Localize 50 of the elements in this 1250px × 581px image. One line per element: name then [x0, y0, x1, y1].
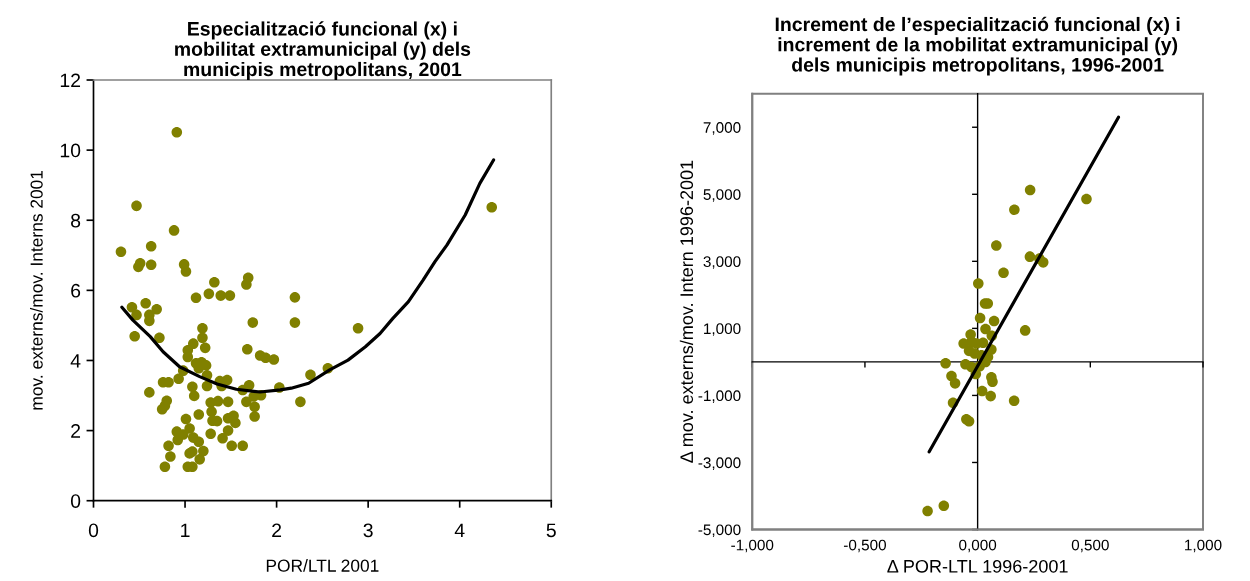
y-tick-label: 6: [71, 283, 81, 298]
point: [1024, 184, 1036, 196]
x-tick-label: 0,000: [959, 539, 997, 553]
point: [938, 500, 950, 512]
point: [980, 323, 991, 335]
y-axis-title: Δ mov. externs/mov. Intern 1996-2001: [679, 160, 694, 463]
point: [973, 278, 984, 289]
point: [998, 267, 1009, 279]
x-tick-label: 1: [181, 523, 190, 538]
x-tick-label: -0,500: [843, 539, 886, 553]
x-tick-label: 0: [88, 523, 99, 538]
y-tick-label: 7,000: [703, 122, 741, 135]
point: [949, 378, 961, 389]
x-axis-title: Δ POR-LTL 1996-2001: [887, 559, 1068, 573]
point: [922, 505, 933, 517]
y-tick-label: 1,000: [704, 323, 741, 336]
x-tick-label: -1,000: [731, 539, 774, 553]
x-tick-label: 0,500: [1071, 539, 1109, 553]
point: [940, 357, 951, 369]
point: [1037, 257, 1049, 268]
point: [974, 312, 986, 324]
x-tick-label: 1,000: [1185, 539, 1222, 553]
y-tick-label: 0: [70, 494, 81, 508]
point: [976, 385, 988, 397]
y-tick-label: 4: [70, 354, 81, 368]
y-tick-label: 2: [71, 424, 81, 438]
point: [1008, 395, 1020, 407]
chart-title: Increment de l’especialització funcional (x) i increment de la mobilitat extramunicipal (y) dels municipis metropolitans, 1996-2001: [775, 16, 1180, 76]
point: [991, 240, 1002, 251]
point: [1024, 251, 1036, 262]
y-tick-label: 3,000: [703, 256, 741, 269]
x-axis-title: POR/LTL 2001: [266, 559, 379, 572]
x-tick-label: 3: [363, 523, 373, 538]
x-tick-label: 5: [546, 523, 556, 538]
chart-title: Especialització funcional (x) i mobilitat extramunicipal (y) dels municipis metropolitans, 2001: [175, 21, 471, 80]
point: [1009, 204, 1020, 215]
x-tick-label: 2: [272, 523, 282, 538]
point: [988, 315, 1000, 327]
y-axis-title: mov. externs/mov. Interns 2001: [30, 170, 43, 410]
y-tick-label: 5,000: [703, 189, 741, 202]
point: [1019, 325, 1031, 336]
y-tick-label: -3,000: [698, 457, 741, 470]
point: [985, 390, 996, 402]
y-tick-label: -5,000: [698, 524, 741, 538]
y-tick-label: 8: [71, 213, 81, 228]
y-tick-label: 10: [60, 143, 81, 158]
x-tick-label: 4: [454, 523, 465, 538]
y-tick-label: -1,000: [698, 390, 741, 403]
point: [1081, 193, 1092, 205]
y-tick-label: 12: [60, 73, 81, 88]
